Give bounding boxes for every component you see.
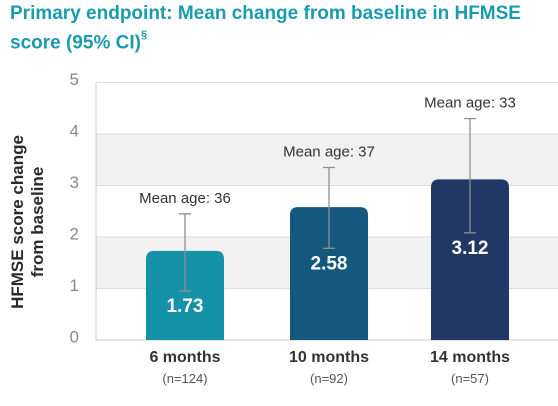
y-tick-label: 5: [70, 70, 79, 89]
bar-value-label: 1.73: [167, 296, 204, 317]
x-category-label: 14 months: [430, 349, 510, 366]
chart-title-text: Primary endpoint: Mean change from basel…: [10, 3, 521, 54]
chart-title: Primary endpoint: Mean change from basel…: [10, 1, 550, 55]
bar-value-label: 3.12: [452, 238, 489, 259]
x-category-label: 10 months: [289, 349, 369, 366]
bar: [146, 250, 224, 340]
mean-age-annotation: Mean age: 36: [139, 190, 231, 207]
mean-age-annotation: Mean age: 33: [424, 95, 516, 112]
x-n-label: (n=92): [310, 371, 348, 386]
bar: [290, 207, 368, 340]
bar-value-label: 2.58: [311, 253, 348, 274]
grid-band: [96, 134, 558, 186]
x-n-label: (n=57): [451, 371, 489, 386]
y-axis-title: HFMSE score change: [8, 135, 27, 309]
y-tick-label: 4: [70, 121, 79, 140]
y-axis-title: from baseline: [28, 167, 47, 278]
bar: [431, 179, 509, 340]
mean-age-annotation: Mean age: 37: [283, 143, 375, 160]
y-tick-label: 3: [70, 173, 79, 192]
y-tick-label: 0: [70, 327, 79, 346]
x-n-label: (n=124): [162, 371, 207, 386]
y-tick-label: 1: [70, 276, 79, 295]
x-category-label: 6 months: [149, 349, 220, 366]
title-footnote-marker: §: [140, 29, 148, 41]
y-tick-label: 2: [70, 224, 79, 243]
